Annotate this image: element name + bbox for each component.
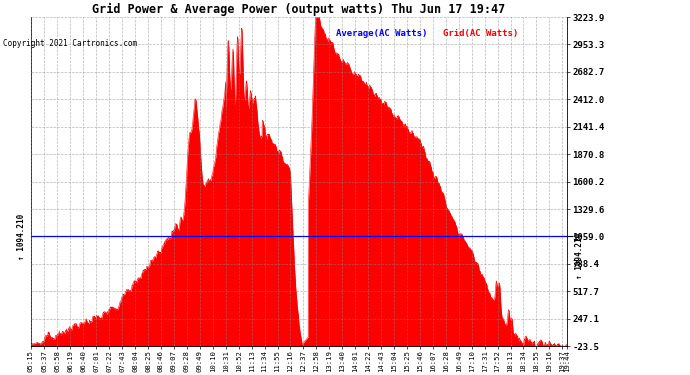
Text: Grid(AC Watts): Grid(AC Watts) (444, 28, 519, 38)
Title: Grid Power & Average Power (output watts) Thu Jun 17 19:47: Grid Power & Average Power (output watts… (92, 3, 505, 16)
Text: ↑ 1094.210: ↑ 1094.210 (17, 213, 26, 260)
Text: Copyright 2021 Cartronics.com: Copyright 2021 Cartronics.com (3, 39, 137, 48)
Text: Average(AC Watts): Average(AC Watts) (336, 28, 428, 38)
